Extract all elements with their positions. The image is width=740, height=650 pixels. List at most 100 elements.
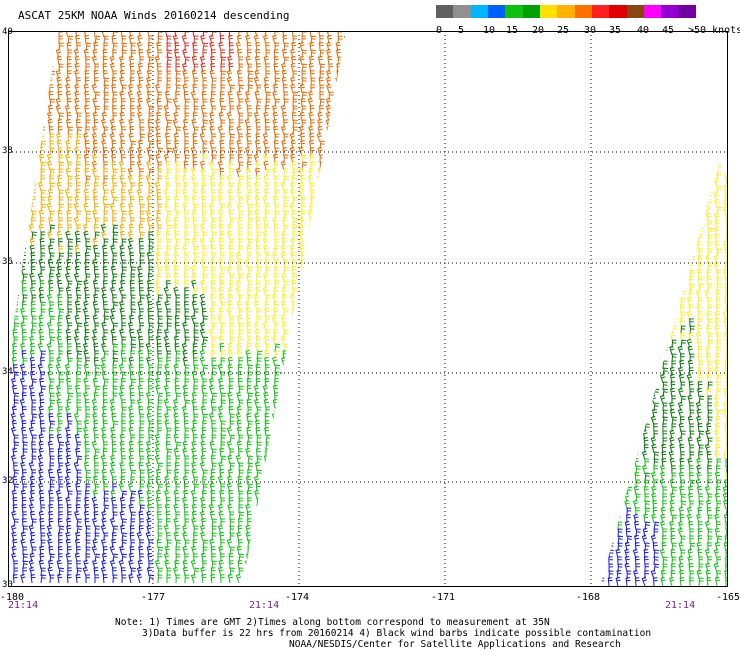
wind-barb [301,469,307,479]
wind-barb [680,332,686,342]
wind-barb [244,118,251,129]
wind-barb [309,546,315,556]
wind-barb [237,182,243,192]
wind-barb [201,448,207,458]
wind-barb [635,409,641,419]
wind-barb [76,420,82,430]
wind-barb [111,217,117,227]
wind-barb [246,105,252,115]
wind-barb [76,476,82,486]
wind-barb [58,203,64,213]
wind-barb [11,97,17,108]
wind-barb [725,276,728,285]
wind-barb [112,210,117,220]
colorbar-swatch [592,5,610,18]
wind-barb [262,132,269,143]
wind-barb [678,282,684,293]
wind-barb [678,541,684,552]
wind-barb [606,310,613,321]
wind-barb [75,574,81,584]
wind-barb [11,181,17,192]
wind-barb [650,163,657,174]
wind-barb [13,392,20,402]
wind-barb [175,539,181,549]
wind-barb [64,461,71,472]
wind-barb [617,325,622,335]
wind-barb [652,542,658,552]
wind-barb [326,69,332,80]
wind-barb [29,76,35,87]
wind-barb [29,139,35,150]
wind-barb [635,465,641,475]
wind-barb [175,56,181,66]
wind-barb [121,322,126,332]
wind-barb [634,171,640,181]
wind-barb [73,48,80,59]
wind-barb [129,392,135,402]
wind-barb [129,63,135,73]
wind-barb [301,511,307,521]
wind-barb [175,105,181,115]
wind-barb [137,153,143,164]
wind-barb [624,429,630,440]
wind-barb [289,440,296,451]
wind-barb [166,455,172,465]
wind-barb [175,238,181,248]
wind-barb [608,500,614,510]
wind-barb [157,427,162,437]
wind-barb [48,91,54,101]
wind-barb [191,517,197,528]
wind-barb [29,153,35,164]
wind-barb [282,385,288,395]
wind-barb [707,514,713,524]
wind-barb [635,269,640,279]
wind-barb [686,373,693,384]
wind-barb [600,472,604,482]
wind-barb [343,237,346,248]
wind-barb [689,479,696,489]
wind-barb [714,541,721,552]
wind-barb [29,349,36,360]
wind-barb [662,234,669,244]
wind-barb [191,398,197,409]
wind-barb [228,126,234,136]
wind-barb [662,339,668,349]
wind-barb [272,34,278,45]
wind-barb [600,199,605,209]
wind-barb [76,392,82,402]
wind-barb [309,343,315,353]
wind-barb [120,567,126,577]
wind-barb [236,90,242,101]
wind-barb [668,163,675,174]
wind-barb [174,462,180,472]
wind-barb [200,104,206,115]
wind-barb [670,227,676,237]
wind-barb [57,315,63,325]
wind-barb [75,287,81,297]
wind-barb [66,147,72,157]
wind-barb [281,559,287,570]
wind-barb [37,272,44,283]
wind-barb [697,507,703,517]
wind-barb [136,566,143,577]
wind-barb [174,245,180,255]
wind-barb [76,518,82,528]
wind-barb [48,511,54,521]
wind-barb [210,91,216,101]
wind-barb [28,34,35,45]
wind-barb [92,559,98,570]
wind-barb [274,280,280,290]
wind-barb [163,524,170,535]
wind-barb [318,217,324,227]
wind-barb [706,325,712,335]
wind-barb [265,546,271,556]
wind-barb [671,472,677,482]
wind-barb [166,322,172,332]
wind-barb [208,503,215,514]
wind-barb [138,49,144,59]
wind-barb [92,258,98,269]
wind-barb [244,559,251,570]
wind-barb [94,364,101,374]
wind-barb [173,216,179,227]
wind-barb [328,259,333,268]
